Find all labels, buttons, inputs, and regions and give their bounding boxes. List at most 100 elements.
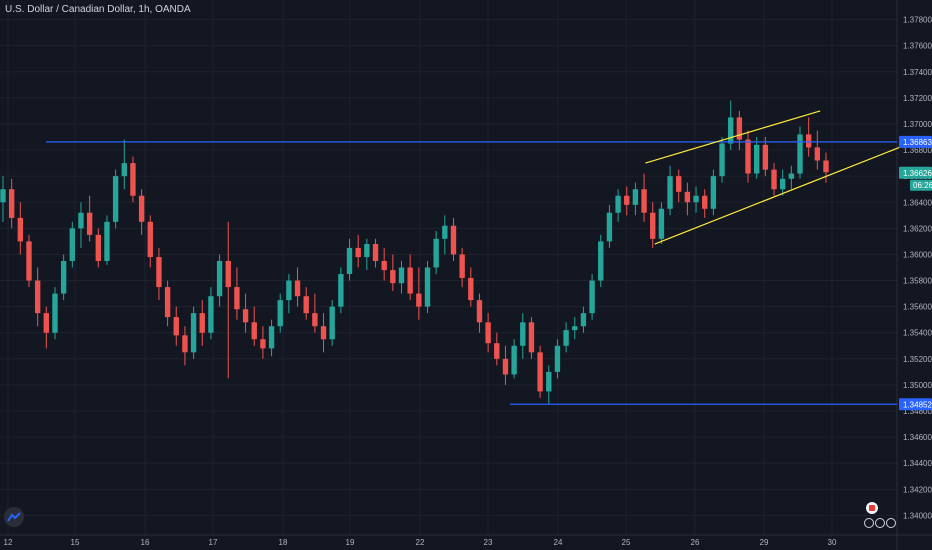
candle-body [364,244,370,258]
candle-body [719,143,725,177]
candle-body [771,169,777,190]
last-price-tag [899,166,932,179]
resistance-price-label: 1.36863 [903,138,932,147]
candle-body [329,306,335,340]
candle-body [390,270,396,284]
candle-body [43,313,50,333]
candle-body [268,326,275,349]
canada-flag-icon[interactable] [866,502,878,514]
candle-body [69,228,75,261]
candle-body [138,195,145,222]
flag-dot-icon [886,518,896,528]
time-tick-label: 29 [760,538,769,547]
time-tick-label: 18 [279,538,288,547]
channel-lower-line [654,146,900,245]
candle-body [710,176,717,209]
candle-body [814,147,821,161]
candle-body [277,300,283,327]
candle-body [797,134,803,174]
candle-body [598,241,604,281]
candle-body [546,371,552,392]
time-tick-label: 22 [416,538,425,547]
candle-body [632,189,639,205]
price-tick-label: 1.36400 [903,198,932,207]
candle-body [0,189,6,203]
candle-body [312,313,318,327]
candle-body [78,212,84,229]
flag-dot-icon [875,518,885,528]
candle-body [502,358,509,375]
price-tick-label: 1.36000 [903,250,932,259]
time-tick-label: 17 [209,538,218,547]
tradingview-logo-icon[interactable] [4,507,24,527]
candle-body [459,254,465,278]
time-tick-label: 19 [346,538,355,547]
candle-body [190,313,197,353]
candle-body [702,195,708,209]
price-tick-label: 1.36800 [903,146,932,155]
last-price-label: 1.36626 [903,169,932,178]
candle-body [208,296,214,333]
candle-body [745,139,751,174]
time-tick-label: 15 [71,538,80,547]
time-tick-label: 23 [484,538,493,547]
candle-body [511,345,517,375]
candle-body [60,260,67,294]
support-price-tag [899,398,932,411]
candle-body [823,160,829,173]
candle-body [754,144,760,174]
candle-body [494,343,500,359]
candle-body [693,195,699,203]
price-tick-label: 1.34200 [903,485,932,494]
candle-body [485,322,491,344]
chart-title: U.S. Dollar / Canadian Dollar, 1h, OANDA [5,4,191,15]
candle-body [407,267,413,294]
candle-body [225,260,231,288]
candle-body [130,163,136,196]
price-tick-label: 1.35400 [903,329,932,338]
candle-body [788,173,795,179]
candle-body [424,267,431,307]
candle-body [86,212,93,235]
candle-body [667,176,673,209]
time-tick-label: 24 [554,538,563,547]
price-tick-label: 1.34400 [903,459,932,468]
price-tick-label: 1.37600 [903,42,932,51]
price-tick-label: 1.35000 [903,381,932,390]
candle-body [450,225,457,255]
candle-body [286,280,292,301]
candle-body [728,117,734,144]
candle-body [182,335,188,353]
candle-body [572,326,578,331]
candle-body [554,345,561,372]
candle-body [346,247,353,275]
candle-body [658,208,665,239]
price-tick-label: 1.34800 [903,407,932,416]
candle-body [26,241,32,281]
candle-body [338,274,344,307]
price-tick-label: 1.37800 [903,16,932,25]
candle-body [676,176,682,192]
price-tick-label: 1.35600 [903,303,932,312]
price-tick-label: 1.37400 [903,68,932,77]
time-tick-label: 25 [622,538,631,547]
candle-body [580,313,587,327]
resistance-price-tag [899,135,932,148]
candle-body [17,217,24,242]
time-tick-label: 16 [141,538,150,547]
price-tick-label: 1.37000 [903,120,932,129]
candle-body [234,287,240,310]
time-tick-label: 30 [828,538,837,547]
flag-group [864,518,896,528]
candle-body [8,189,15,218]
candle-body [433,238,439,268]
candle-body [563,330,569,346]
candle-body [303,296,309,314]
candle-body [242,309,249,323]
candle-body [251,322,257,340]
candle-body [216,260,223,297]
candle-body [416,293,422,307]
price-tick-label: 1.34600 [903,433,932,442]
